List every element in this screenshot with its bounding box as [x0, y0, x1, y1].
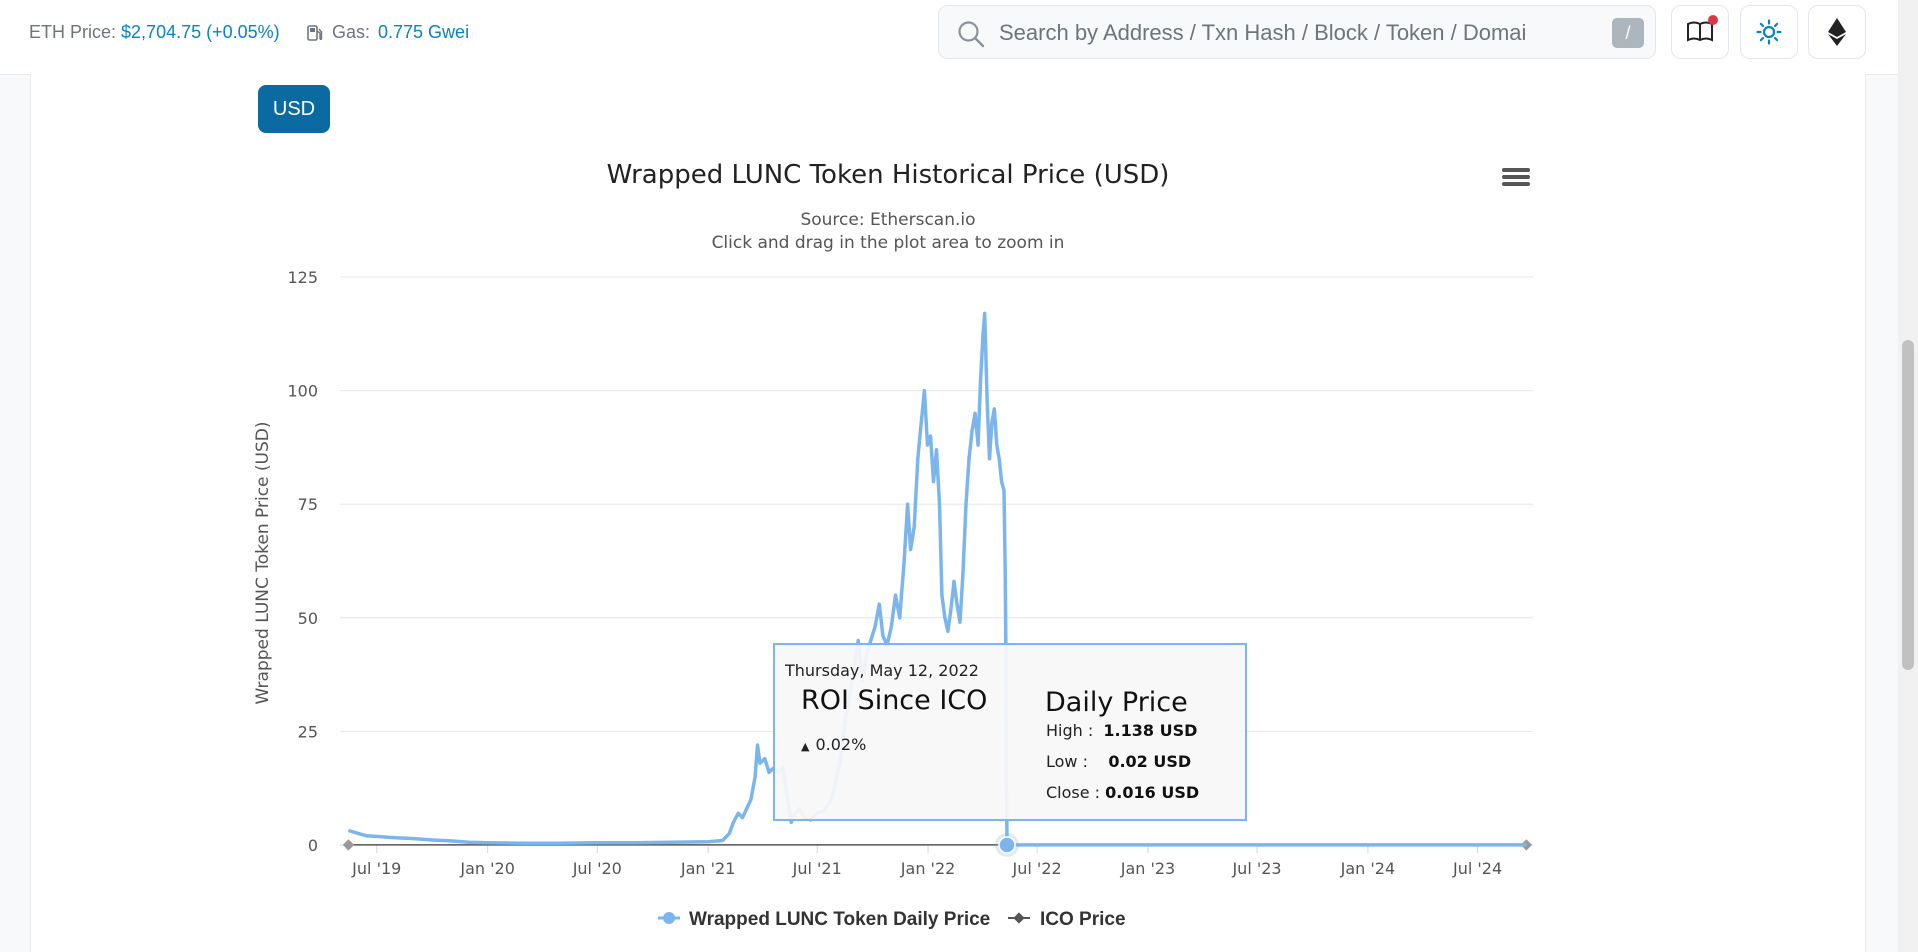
top-bar: ETH Price: $2,704.75 (+0.05%) Gas: 0.775… — [0, 0, 1898, 75]
x-tick-label: Jan '22 — [900, 859, 956, 878]
legend-ico-label[interactable]: ICO Price — [1040, 909, 1126, 930]
eth-price-label: ETH Price: — [29, 22, 117, 42]
legend-daily-label[interactable]: Wrapped LUNC Token Daily Price — [689, 909, 990, 930]
search-box[interactable]: / — [938, 5, 1656, 59]
tooltip-high-value: 1.138 USD — [1103, 721, 1198, 740]
ico-price-marker — [342, 839, 355, 851]
page-scrollbar[interactable] — [1898, 0, 1918, 952]
gas-label: Gas: — [332, 22, 371, 42]
x-tick-label: Jan '24 — [1340, 859, 1396, 878]
notification-dot — [1708, 15, 1718, 25]
caret-up-icon: ▲ — [801, 740, 810, 753]
legend-ico-marker — [1013, 912, 1025, 924]
scrollbar-thumb[interactable] — [1902, 340, 1914, 670]
book-icon — [1687, 21, 1713, 42]
tooltip-roi-value: 0.02% — [815, 735, 867, 754]
x-tick-label: Jan '20 — [459, 859, 515, 878]
x-axis-ticks: Jul '19 Jan '20 Jul '20 Jan '21 Jul '21 Jan '… — [351, 845, 1502, 878]
search-shortcut-badge: / — [1612, 18, 1644, 48]
usd-currency-button[interactable]: USD — [258, 85, 330, 133]
chart-tooltip: Thursday, May 12, 2022 ROI Since ICO ▲ 0.… — [773, 643, 1247, 821]
tooltip-date: Thursday, May 12, 2022 — [785, 661, 979, 680]
x-tick-label: Jul '24 — [1452, 859, 1502, 878]
gas-pump-icon — [307, 24, 323, 41]
x-tick-label: Jan '23 — [1120, 859, 1176, 878]
chart-subtitle-source: Source: Etherscan.io — [800, 210, 975, 230]
search-icon — [958, 21, 985, 48]
chart-title: Wrapped LUNC Token Historical Price (USD… — [607, 160, 1170, 190]
x-tick-label: Jul '19 — [351, 859, 401, 878]
tooltip-roi: ▲ 0.02% — [801, 735, 866, 754]
chart-subtitle-hint: Click and drag in the plot area to zoom … — [712, 233, 1065, 253]
y-axis-ticks: 0 25 50 75 100 125 — [287, 268, 318, 855]
y-tick-label: 0 — [308, 836, 318, 855]
x-tick-label: Jul '23 — [1231, 859, 1281, 878]
y-tick-label: 75 — [298, 495, 318, 514]
tooltip-close: Close : 0.016 USD — [1046, 783, 1199, 802]
tooltip-low-value: 0.02 USD — [1108, 752, 1192, 771]
x-tick-label: Jul '21 — [792, 859, 842, 878]
ethereum-icon — [1828, 18, 1846, 46]
docs-button[interactable] — [1671, 5, 1729, 59]
tooltip-high-label: High : — [1046, 721, 1094, 740]
tooltip-close-value: 0.016 USD — [1105, 783, 1200, 802]
search-input[interactable] — [997, 18, 1561, 48]
tooltip-high: High : 1.138 USD — [1046, 721, 1197, 740]
x-tick-label: Jan '21 — [680, 859, 736, 878]
network-button[interactable] — [1808, 5, 1866, 59]
tooltip-close-label: Close : — [1046, 783, 1101, 802]
y-tick-label: 50 — [298, 609, 318, 628]
daily-price-line — [347, 311, 1527, 847]
x-tick-label: Jul '20 — [572, 859, 622, 878]
tooltip-roi-heading: ROI Since ICO — [801, 685, 988, 716]
legend-daily-marker — [663, 912, 675, 924]
hover-point[interactable] — [998, 836, 1016, 854]
chart-menu-icon[interactable] — [1500, 165, 1532, 195]
gas-value[interactable]: 0.775 Gwei — [378, 22, 470, 42]
tooltip-daily-heading: Daily Price — [1045, 687, 1188, 718]
x-tick-label: Jul '22 — [1012, 859, 1062, 878]
gas-stat: Gas: 0.775 Gwei — [306, 22, 469, 43]
y-tick-label: 100 — [287, 382, 318, 401]
tooltip-low-label: Low : — [1046, 752, 1088, 771]
chart-legend: Wrapped LUNC Token Daily Price ICO Price — [658, 909, 1126, 930]
y-tick-label: 125 — [287, 268, 318, 287]
sun-icon — [1756, 19, 1782, 45]
y-axis-label: Wrapped LUNC Token Price (USD) — [253, 422, 273, 705]
tooltip-low: Low : 0.02 USD — [1046, 752, 1191, 771]
theme-toggle-button[interactable] — [1740, 5, 1798, 59]
y-tick-label: 25 — [298, 722, 318, 741]
chart-series — [342, 311, 1533, 857]
eth-price-stat: ETH Price: $2,704.75 (+0.05%) — [29, 22, 280, 43]
eth-price-value[interactable]: $2,704.75 (+0.05%) — [121, 22, 280, 42]
